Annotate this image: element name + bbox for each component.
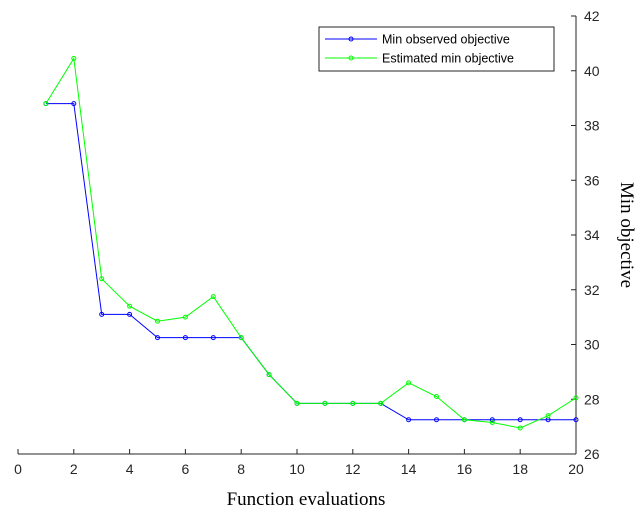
x-tick-label: 20 <box>568 461 584 477</box>
y-tick-label: 40 <box>584 63 600 79</box>
y-ticks: 26 28 30 32 34 36 38 40 42 <box>571 8 600 462</box>
data-point-observed <box>182 335 188 341</box>
data-point-observed <box>99 311 105 317</box>
legend-label-observed: Min observed objective <box>382 33 510 47</box>
data-point-estimated <box>545 413 551 419</box>
data-point-estimated <box>573 395 579 401</box>
x-tick-label: 10 <box>289 461 305 477</box>
legend-marker-estimated <box>348 55 354 61</box>
y-tick-label: 32 <box>584 282 600 298</box>
plot-area: 0 2 4 6 8 10 12 14 16 18 20 26 28 30 32 34 36 38 40 42 <box>14 8 600 477</box>
data-point-observed <box>573 417 579 423</box>
y-axis-title: Min objective <box>616 182 637 288</box>
y-tick-label: 34 <box>584 227 600 243</box>
data-point-estimated <box>43 101 49 107</box>
data-point-observed <box>210 335 216 341</box>
data-point-estimated <box>266 372 272 378</box>
legend-marker-observed <box>348 36 354 42</box>
data-point-estimated <box>406 380 412 386</box>
data-point-observed <box>406 417 412 423</box>
y-tick-label: 36 <box>584 172 600 188</box>
legend-label-estimated: Estimated min objective <box>382 52 514 66</box>
x-tick-label: 12 <box>345 461 361 477</box>
legend-box <box>318 26 555 72</box>
data-point-estimated <box>238 335 244 341</box>
data-point-estimated <box>155 318 160 324</box>
x-tick-label: 6 <box>182 461 190 477</box>
data-point-observed <box>71 101 77 107</box>
series-line-observed <box>45 103 576 421</box>
data-point-estimated <box>294 400 300 406</box>
x-ticks: 0 2 4 6 8 10 12 14 16 18 20 <box>14 449 584 477</box>
x-tick-label: 16 <box>457 461 473 477</box>
y-tick-label: 30 <box>584 337 600 353</box>
x-tick-label: 18 <box>512 461 528 477</box>
x-tick-label: 2 <box>70 461 78 477</box>
y-tick-label: 42 <box>584 8 600 24</box>
y-tick-label: 38 <box>584 118 600 134</box>
y-tick-label: 28 <box>584 391 600 407</box>
data-point-observed <box>489 417 495 423</box>
data-point-observed <box>155 335 160 341</box>
x-tick-label: 4 <box>126 461 134 477</box>
x-axis-title: Function evaluations <box>227 489 386 510</box>
data-point-estimated <box>378 400 384 406</box>
data-point-estimated <box>489 420 495 426</box>
data-point-estimated <box>71 55 77 61</box>
data-point-observed <box>517 417 523 423</box>
data-point-observed <box>434 417 439 423</box>
data-point-estimated <box>517 425 523 431</box>
x-tick-label: 0 <box>14 461 22 477</box>
x-tick-label: 14 <box>401 461 417 477</box>
data-point-estimated <box>434 394 439 400</box>
data-point-estimated <box>461 417 467 423</box>
series-line-estimated <box>45 56 577 429</box>
data-point-estimated <box>322 400 328 406</box>
data-point-estimated <box>182 314 188 320</box>
legend: Min observed objective Estimated min obj… <box>318 26 555 72</box>
data-point-estimated <box>127 303 133 309</box>
series-layer <box>43 55 579 431</box>
data-point-estimated <box>350 400 356 406</box>
data-point-estimated <box>99 276 105 282</box>
x-tick-label: 8 <box>237 461 245 477</box>
data-point-observed <box>127 311 133 317</box>
y-tick-label: 26 <box>584 446 600 462</box>
data-point-estimated <box>210 294 216 300</box>
